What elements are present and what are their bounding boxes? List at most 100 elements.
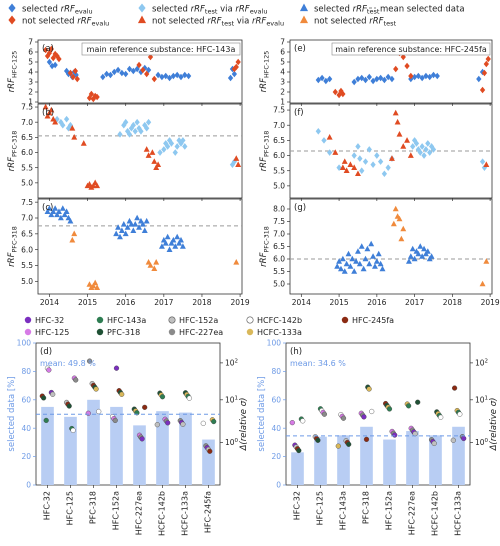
- legend-dot: [246, 328, 254, 336]
- data-point: [355, 143, 361, 150]
- data-point: [410, 143, 416, 150]
- panel-f: 5.0 5.5 6.0 6.5 7.0 7.5 (f) rRFPFC-318: [259, 103, 493, 201]
- data-point: [42, 103, 49, 110]
- data-point: [396, 215, 403, 222]
- y-tick-label: 100: [17, 339, 32, 348]
- data-point: [381, 170, 388, 178]
- y-axis-label: selected data [%]: [7, 376, 17, 451]
- bar: [110, 406, 123, 485]
- x-tick-label: 2019: [231, 298, 250, 307]
- data-point: [138, 68, 144, 76]
- data-point: [323, 77, 329, 85]
- data-point: [118, 227, 125, 233]
- data-point: [368, 240, 375, 247]
- data-point: [385, 164, 391, 171]
- data-point: [389, 75, 395, 83]
- sigma-dot: [315, 437, 321, 443]
- y-axis-label: selected data [%]: [257, 376, 267, 451]
- data-point: [90, 282, 97, 289]
- data-point: [233, 155, 240, 161]
- x-tick-label: 2017: [405, 298, 424, 307]
- y-tick-label: 40: [21, 424, 31, 433]
- panel-letter: (c): [42, 203, 53, 213]
- data-point: [339, 255, 346, 262]
- legend-label: selected rRFtest via rRFevalu: [152, 5, 267, 16]
- legend-item: mean selected data: [364, 5, 465, 15]
- y-tick-label: 6.0: [21, 245, 33, 254]
- data-point: [430, 146, 437, 153]
- data-point: [48, 106, 55, 113]
- annotation-text: main reference substance: HFC-245fa: [335, 45, 487, 54]
- bar-legend-item: HFC-32: [24, 316, 64, 325]
- legend-label: HCFC-133a: [257, 328, 302, 337]
- data-point: [144, 70, 150, 78]
- data-point: [417, 243, 424, 249]
- legend-dot: [168, 316, 176, 324]
- legend-marker: [299, 3, 309, 12]
- data-point: [123, 118, 129, 126]
- data-point: [142, 121, 148, 129]
- y2-tick-label: 100: [475, 438, 489, 447]
- y-tick-label: 7.5: [273, 106, 285, 115]
- data-point: [362, 76, 369, 84]
- series: [334, 240, 435, 274]
- legend-marker: [8, 15, 16, 25]
- legend-dot: [341, 316, 349, 324]
- data-point: [54, 52, 60, 60]
- sigma-dot: [85, 410, 91, 416]
- legend-item: selected rRFtest via rRFevalu: [138, 3, 267, 16]
- y2-axis-label: Δ(relative σ): [239, 398, 249, 452]
- y-tick-label: 7.0: [21, 214, 33, 223]
- x-tick-label: 2015: [330, 298, 349, 307]
- legend-dot: [246, 316, 254, 324]
- legend-marker: [299, 15, 309, 24]
- data-point: [315, 127, 321, 135]
- data-point: [351, 268, 358, 274]
- data-point: [111, 68, 117, 76]
- data-point: [405, 258, 412, 264]
- legend-label: HFC-143a: [107, 316, 146, 325]
- sigma-dot: [112, 417, 118, 424]
- data-point: [374, 152, 380, 159]
- data-point: [157, 149, 163, 156]
- data-point: [124, 224, 131, 230]
- data-point: [336, 164, 342, 171]
- data-point: [128, 221, 135, 227]
- sigma-dot: [450, 437, 456, 443]
- sigma-dot: [415, 399, 421, 405]
- data-point: [360, 265, 367, 272]
- panel-b: 5.0 5.5 6.0 6.5 7.0 7.5 (b) rRFPFC-318: [7, 103, 243, 201]
- sigma-dot: [321, 411, 328, 417]
- legend-label: HFC-245fa: [352, 316, 394, 325]
- data-point: [479, 280, 486, 287]
- y-tick-label: 0: [276, 481, 281, 490]
- legend-dot: [96, 316, 104, 324]
- data-point: [428, 253, 435, 259]
- data-point: [178, 236, 184, 243]
- y-tick-label: 8.0: [273, 205, 285, 214]
- data-point: [153, 164, 160, 170]
- data-point: [400, 225, 407, 232]
- data-point: [52, 205, 59, 211]
- y-axis-label: rRFPFC-318: [259, 131, 271, 172]
- data-point: [430, 71, 437, 79]
- data-point: [408, 72, 414, 80]
- data-point: [178, 73, 184, 81]
- x-tick-label: HFC-32: [293, 491, 302, 520]
- data-point: [144, 124, 150, 132]
- data-point: [370, 77, 376, 85]
- sigma-dot: [180, 421, 186, 427]
- series: [42, 103, 242, 190]
- sigma-dot: [296, 447, 302, 454]
- y-tick-label: 6: [280, 48, 285, 57]
- bar: [429, 435, 442, 485]
- y-tick-label: 5: [280, 58, 285, 67]
- data-point: [56, 208, 62, 214]
- sigma-dot: [159, 394, 166, 400]
- data-point: [180, 137, 186, 144]
- data-point: [424, 248, 431, 254]
- x-tick-label: HFC-152a: [385, 491, 394, 530]
- bar-legend-item: HFC-245fa: [341, 316, 394, 325]
- data-point: [336, 258, 343, 264]
- data-point: [130, 227, 137, 233]
